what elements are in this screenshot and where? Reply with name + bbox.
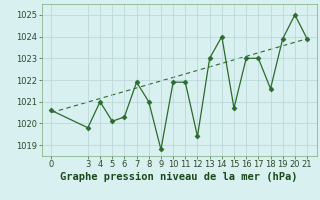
- X-axis label: Graphe pression niveau de la mer (hPa): Graphe pression niveau de la mer (hPa): [60, 172, 298, 182]
